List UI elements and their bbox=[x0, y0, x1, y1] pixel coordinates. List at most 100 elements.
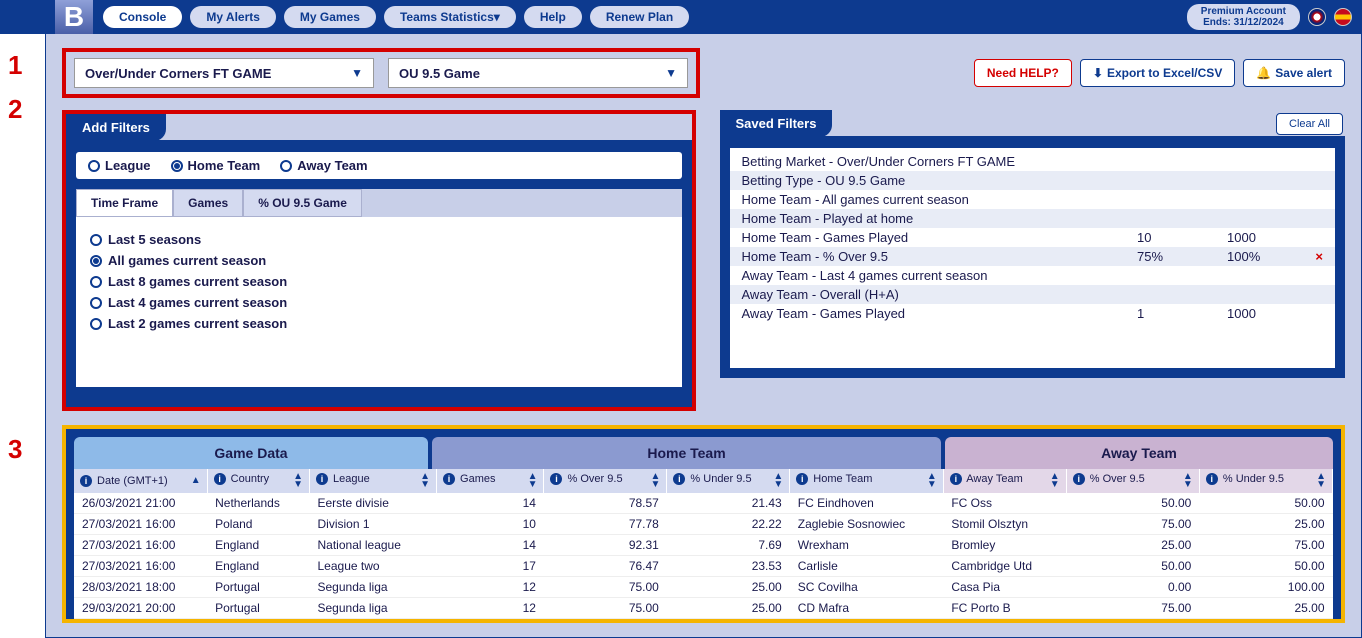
radio-icon bbox=[90, 297, 102, 309]
saved-filter-v2: 100% bbox=[1227, 249, 1307, 264]
cell-games: 10 bbox=[436, 514, 544, 535]
saved-filter-v1: 75% bbox=[1137, 249, 1227, 264]
cell-country: England bbox=[207, 535, 309, 556]
nav-help[interactable]: Help bbox=[524, 6, 582, 28]
clear-all-button[interactable]: Clear All bbox=[1276, 113, 1343, 135]
radio-icon bbox=[280, 160, 292, 172]
cell-home: SC Covilha bbox=[790, 577, 944, 598]
sort-icon: ▲▼ bbox=[927, 473, 937, 489]
subtab--ou-9-5-game[interactable]: % OU 9.5 Game bbox=[243, 189, 362, 217]
cell-aunder: 50.00 bbox=[1199, 493, 1332, 514]
cell-date: 27/03/2021 16:00 bbox=[74, 556, 207, 577]
subtab-games[interactable]: Games bbox=[173, 189, 243, 217]
filter-option[interactable]: Last 4 games current season bbox=[90, 292, 668, 313]
cell-aunder: 100.00 bbox=[1199, 577, 1332, 598]
cell-over: 75.00 bbox=[544, 598, 667, 619]
table-row[interactable]: 27/03/2021 16:00 England National league… bbox=[74, 535, 1333, 556]
cell-away: FC Porto B bbox=[943, 598, 1066, 619]
col-header[interactable]: i % Over 9.5▲▼ bbox=[1066, 469, 1199, 493]
nav-teams-statistics[interactable]: Teams Statistics▾ bbox=[384, 6, 516, 28]
table-row[interactable]: 29/03/2021 20:00 Portugal Segunda liga 1… bbox=[74, 598, 1333, 619]
cell-aover: 50.00 bbox=[1066, 556, 1199, 577]
sort-icon: ▲▼ bbox=[293, 473, 303, 489]
col-header[interactable]: i % Under 9.5▲▼ bbox=[667, 469, 790, 493]
col-header[interactable]: i Games▲▼ bbox=[436, 469, 544, 493]
radio-icon bbox=[88, 160, 100, 172]
filter-option[interactable]: Last 8 games current season bbox=[90, 271, 668, 292]
scope-radio-away-team[interactable]: Away Team bbox=[280, 158, 367, 173]
col-header[interactable]: i Date (GMT+1)▲ bbox=[74, 469, 207, 493]
filter-option[interactable]: Last 2 games current season bbox=[90, 313, 668, 334]
cell-league: Segunda liga bbox=[310, 598, 437, 619]
table-row[interactable]: 28/03/2021 18:00 Portugal Segunda liga 1… bbox=[74, 577, 1333, 598]
add-filters-title: Add Filters bbox=[66, 114, 166, 141]
group-game-data: Game Data bbox=[74, 437, 428, 469]
subtab-time-frame[interactable]: Time Frame bbox=[76, 189, 173, 217]
top-navbar: B Console My Alerts My Games Teams Stati… bbox=[0, 0, 1362, 34]
saved-filters-panel: Saved Filters Clear All Betting Market -… bbox=[720, 110, 1346, 378]
type-dropdown[interactable]: OU 9.5 Game ▼ bbox=[388, 58, 688, 88]
results-table-wrap: Game Data Home Team Away Team i Date (GM… bbox=[62, 425, 1345, 623]
delete-icon[interactable]: × bbox=[1307, 249, 1323, 264]
cell-aover: 50.00 bbox=[1066, 493, 1199, 514]
cell-aunder: 25.00 bbox=[1199, 514, 1332, 535]
filter-option[interactable]: All games current season bbox=[90, 250, 668, 271]
sort-icon: ▲▼ bbox=[1183, 473, 1193, 489]
cell-home: CD Mafra bbox=[790, 598, 944, 619]
col-header[interactable]: i Country▲▼ bbox=[207, 469, 309, 493]
nav-console[interactable]: Console bbox=[103, 6, 182, 28]
cell-under: 7.69 bbox=[667, 535, 790, 556]
saved-filter-row: Home Team - Games Played101000 bbox=[730, 228, 1336, 247]
scope-radio-home-team[interactable]: Home Team bbox=[171, 158, 261, 173]
chevron-down-icon: ▼ bbox=[351, 66, 363, 80]
save-alert-button[interactable]: 🔔Save alert bbox=[1243, 59, 1345, 87]
nav-my-alerts[interactable]: My Alerts bbox=[190, 6, 276, 28]
info-icon: i bbox=[443, 473, 455, 485]
market-dropdown[interactable]: Over/Under Corners FT GAME ▼ bbox=[74, 58, 374, 88]
saved-filter-label: Betting Market - Over/Under Corners FT G… bbox=[742, 154, 1138, 169]
scope-radio-league[interactable]: League bbox=[88, 158, 151, 173]
cell-league: National league bbox=[310, 535, 437, 556]
cell-over: 77.78 bbox=[544, 514, 667, 535]
radio-icon bbox=[90, 234, 102, 246]
nav-renew-plan[interactable]: Renew Plan bbox=[590, 6, 689, 28]
group-away-team: Away Team bbox=[945, 437, 1333, 469]
saved-filter-row: Betting Market - Over/Under Corners FT G… bbox=[730, 152, 1336, 171]
saved-filter-label: Away Team - Games Played bbox=[742, 306, 1138, 321]
saved-filter-v2: 1000 bbox=[1227, 230, 1307, 245]
col-header[interactable]: i Home Team▲▼ bbox=[790, 469, 944, 493]
col-header[interactable]: i % Under 9.5▲▼ bbox=[1199, 469, 1332, 493]
cell-country: Portugal bbox=[207, 598, 309, 619]
sort-icon: ▲▼ bbox=[650, 473, 660, 489]
cell-away: Casa Pia bbox=[943, 577, 1066, 598]
filter-option[interactable]: Last 5 seasons bbox=[90, 229, 668, 250]
flag-es-icon[interactable] bbox=[1334, 8, 1352, 26]
col-header[interactable]: i Away Team▲▼ bbox=[943, 469, 1066, 493]
cell-under: 23.53 bbox=[667, 556, 790, 577]
cell-aunder: 50.00 bbox=[1199, 556, 1332, 577]
table-row[interactable]: 27/03/2021 16:00 England League two 17 7… bbox=[74, 556, 1333, 577]
info-icon: i bbox=[316, 473, 328, 485]
col-header[interactable]: i League▲▼ bbox=[310, 469, 437, 493]
saved-filter-label: Home Team - % Over 9.5 bbox=[742, 249, 1138, 264]
table-row[interactable]: 26/03/2021 21:00 Netherlands Eerste divi… bbox=[74, 493, 1333, 514]
cell-home: Zaglebie Sosnowiec bbox=[790, 514, 944, 535]
cell-date: 29/03/2021 20:00 bbox=[74, 598, 207, 619]
col-header[interactable]: i % Over 9.5▲▼ bbox=[544, 469, 667, 493]
need-help-button[interactable]: Need HELP? bbox=[974, 59, 1072, 87]
cell-away: Cambridge Utd bbox=[943, 556, 1066, 577]
info-icon: i bbox=[950, 473, 962, 485]
saved-filter-v2: 1000 bbox=[1227, 306, 1307, 321]
info-icon: i bbox=[673, 473, 685, 485]
cell-over: 75.00 bbox=[544, 577, 667, 598]
cell-date: 27/03/2021 16:00 bbox=[74, 535, 207, 556]
cell-home: Wrexham bbox=[790, 535, 944, 556]
annotation-3: 3 bbox=[8, 434, 22, 465]
cell-games: 14 bbox=[436, 535, 544, 556]
flag-uk-icon[interactable] bbox=[1308, 8, 1326, 26]
table-row[interactable]: 27/03/2021 16:00 Poland Division 1 10 77… bbox=[74, 514, 1333, 535]
nav-my-games[interactable]: My Games bbox=[284, 6, 376, 28]
saved-filter-label: Away Team - Last 4 games current season bbox=[742, 268, 1138, 283]
export-button[interactable]: ⬇Export to Excel/CSV bbox=[1080, 59, 1235, 87]
cell-games: 12 bbox=[436, 598, 544, 619]
